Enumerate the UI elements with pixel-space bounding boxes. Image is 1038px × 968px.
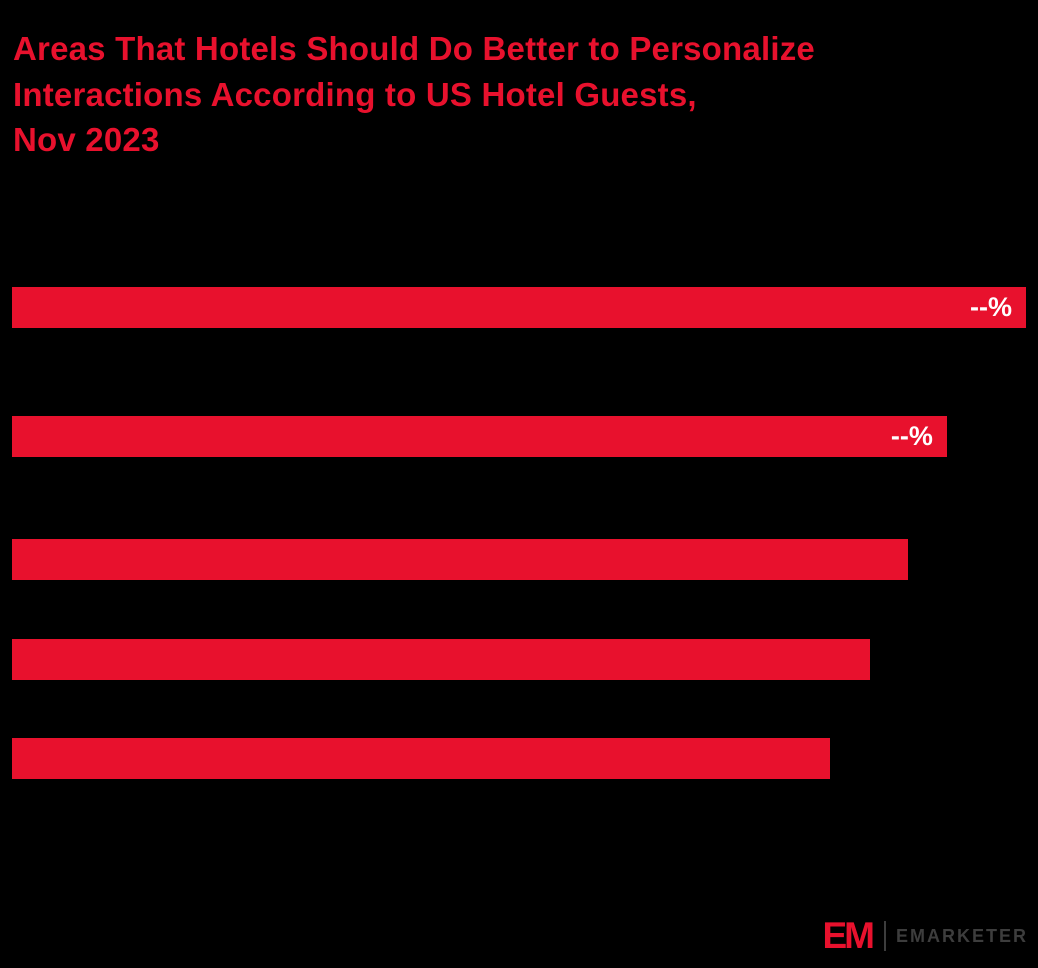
bar-value-label: --% (970, 292, 1012, 322)
bar (12, 639, 870, 680)
emarketer-logo-text: EMARKETER (895, 925, 1028, 946)
emarketer-logo: EM EMARKETER (822, 917, 1028, 954)
bar: --% (12, 416, 947, 457)
emarketer-logo-mark-icon: EM (822, 915, 874, 956)
bar-row (12, 738, 1026, 779)
bar-row (12, 639, 1026, 680)
chart-title-line: Interactions According to US Hotel Guest… (13, 75, 697, 113)
chart-title: Areas That Hotels Should Do Better to Pe… (13, 26, 1023, 163)
bar-row (12, 539, 1026, 580)
bar-row: --% (12, 416, 1026, 457)
chart-title-line: Nov 2023 (13, 121, 160, 159)
chart-title-line: Areas That Hotels Should Do Better to Pe… (13, 30, 815, 67)
bar-chart: --% --% (12, 0, 1026, 968)
bar-value-label: --% (890, 421, 933, 451)
bar: --% (12, 287, 1026, 328)
bar-row: --% (12, 287, 1026, 328)
logo-divider (883, 920, 886, 951)
bar (12, 539, 909, 580)
bar (12, 738, 831, 779)
